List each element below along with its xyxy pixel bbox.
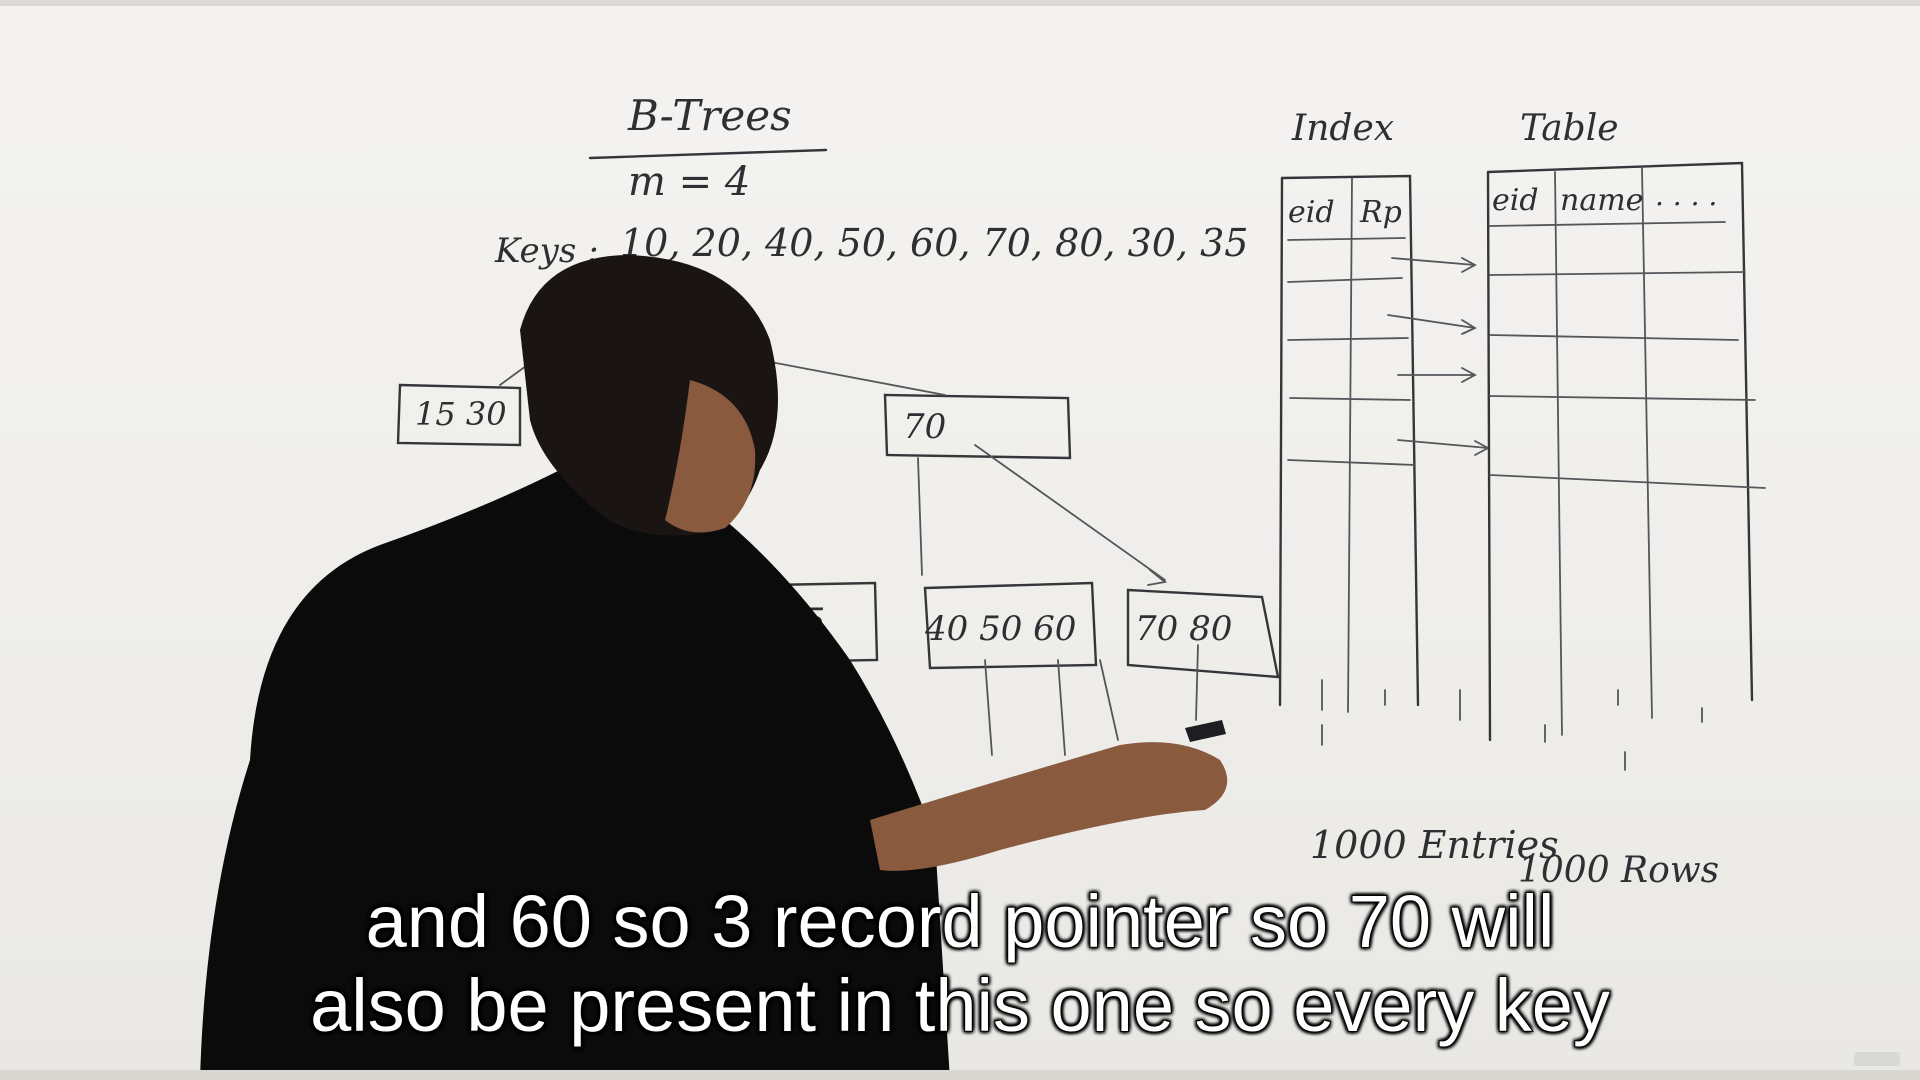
index-heading: Index [1291,108,1394,149]
pointer-arrow [1397,367,1477,383]
table-divider [1554,171,1563,736]
index-divider [1347,177,1353,713]
subtitle-line-1: and 60 so 3 record pointer so 70 will [365,879,1556,964]
table-row-line [1489,271,1746,276]
branch-line [917,457,923,576]
presenter [200,255,1228,1080]
leaf-node-b-box [923,581,1098,670]
arrow-head [1147,569,1168,586]
continuation-marks [1321,679,1703,771]
record-pointer [984,659,993,756]
pointer-arrow [1387,314,1477,335]
table-count: 1000 Rows [1518,850,1719,891]
index-border [1280,174,1420,707]
table-heading: Table [1520,108,1619,149]
leaf-node-c-text: 70 80 [1135,609,1232,649]
table-row-line [1489,221,1726,227]
leaf-node-c-box [1126,588,1280,679]
table-col-name: name [1560,183,1643,218]
whiteboard-bottom-edge [0,1070,1920,1080]
table-col-more: . . . . [1655,179,1717,212]
subtitle-line-2: also be present in this one so every key [309,963,1611,1048]
index-row-line [1287,237,1406,241]
table-col-eid: eid [1492,183,1539,218]
pointer-arrow [1391,257,1477,273]
title-underline [588,148,828,160]
table-divider [1641,167,1653,719]
index-row-line [1289,397,1411,401]
keys-text: 10, 20, 40, 50, 60, 70, 80, 30, 35 [620,221,1248,265]
left-node-box [396,383,522,447]
index-col-rp: Rp [1359,195,1402,230]
pointer-arrow [1397,439,1490,456]
root-node-text: 70 [903,407,946,447]
leaf-node-b-text: 40 50 60 [924,609,1076,649]
index-border [1278,176,1284,707]
table-border [1486,161,1754,742]
record-pointer [1057,659,1066,756]
table-row-line [1489,395,1756,401]
order-text: m = 4 [628,159,750,205]
index-row-line [1287,277,1403,283]
record-pointer [1099,659,1119,741]
index-count: 1000 Entries [1310,823,1559,867]
root-node-box [883,393,1072,460]
index-row-line [1287,459,1416,466]
index-row-line [1287,337,1409,341]
index-col-eid: eid [1288,195,1335,230]
record-pointer [1195,644,1199,721]
table-row-line [1489,334,1739,341]
branch-line [974,444,1166,581]
subtitle: and 60 so 3 record pointer so 70 will al… [0,879,1920,1048]
branch-line [759,359,946,396]
whiteboard-top-edge [0,0,1920,6]
channel-watermark [1854,1052,1900,1066]
left-node-text: 15 30 [415,395,507,433]
table-row-line [1489,474,1766,489]
title-text: B-Trees [627,91,792,140]
